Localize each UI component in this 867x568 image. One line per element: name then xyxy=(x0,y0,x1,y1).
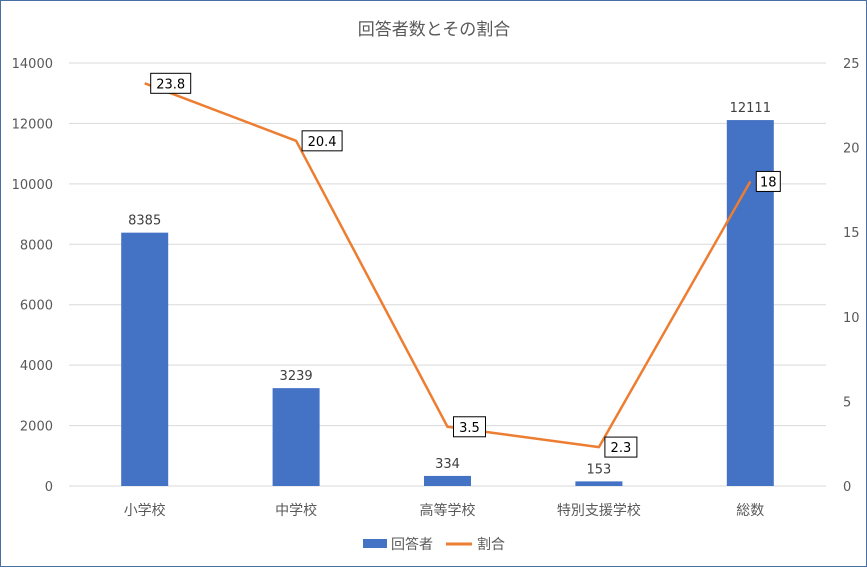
legend-label-line: 割合 xyxy=(477,536,505,553)
bar-series xyxy=(121,120,774,487)
bar-data-labels: 8385 3239 334 153 12111 xyxy=(128,101,771,477)
bar xyxy=(424,475,471,486)
chart-title: 回答者数とその割合 xyxy=(358,20,511,40)
line-value-label: 20.4 xyxy=(308,135,337,150)
right-axis-tick-label: 5 xyxy=(843,395,851,410)
legend: 回答者 割合 xyxy=(363,536,505,553)
line-path xyxy=(144,82,752,449)
x-axis-category-label: 高等学校 xyxy=(420,502,476,519)
left-axis-tick-label: 8000 xyxy=(20,238,53,253)
line-value-label-box xyxy=(301,130,343,152)
bar xyxy=(121,232,169,486)
x-axis-category-label: 小学校 xyxy=(124,502,166,519)
line-series xyxy=(144,82,752,449)
gridlines xyxy=(69,62,826,487)
bar-value-label: 153 xyxy=(586,462,611,477)
right-axis-ticks: 0 5 10 15 20 25 xyxy=(843,57,860,495)
right-axis-tick-label: 0 xyxy=(843,480,851,495)
left-axis-tick-label: 12000 xyxy=(12,117,53,132)
left-axis-tick-label: 0 xyxy=(45,480,53,495)
line-value-label-box xyxy=(453,416,486,438)
x-axis-category-label: 総数 xyxy=(736,503,764,519)
legend-swatch-bar xyxy=(363,539,387,548)
x-axis-category-label: 特別支援学校 xyxy=(557,502,641,519)
line-data-labels: 23.8 20.4 3.5 2.3 18 xyxy=(150,72,781,458)
left-axis-ticks: 0 2000 4000 6000 8000 10000 12000 14000 xyxy=(12,57,53,495)
line-value-label-box xyxy=(755,170,781,192)
right-axis-tick-label: 25 xyxy=(843,57,860,72)
right-axis-tick-label: 20 xyxy=(843,142,860,157)
right-axis-tick-label: 15 xyxy=(843,226,860,241)
bar-value-label: 3239 xyxy=(280,369,313,384)
left-axis-tick-label: 4000 xyxy=(20,359,53,374)
line-value-label-box xyxy=(604,436,638,458)
bar-value-label: 12111 xyxy=(730,101,771,116)
bar xyxy=(575,481,623,486)
line-value-label: 3.5 xyxy=(459,421,480,436)
legend-label-bar: 回答者 xyxy=(391,536,433,553)
bar-value-label: 8385 xyxy=(128,214,161,229)
left-axis-tick-label: 14000 xyxy=(12,57,53,72)
line-value-label: 2.3 xyxy=(611,441,632,456)
x-axis-category-labels: 小学校 中学校 高等学校 特別支援学校 総数 xyxy=(124,502,765,519)
left-axis-tick-label: 10000 xyxy=(12,178,53,193)
line-value-label: 23.8 xyxy=(156,77,185,92)
right-axis-tick-label: 10 xyxy=(843,311,860,326)
left-axis-tick-label: 6000 xyxy=(20,299,53,314)
bar-value-label: 334 xyxy=(435,457,460,472)
x-axis-category-label: 中学校 xyxy=(275,502,317,519)
line-value-label: 18 xyxy=(760,175,777,190)
left-axis-tick-label: 2000 xyxy=(20,420,53,435)
line-value-label-box xyxy=(150,72,192,94)
bar xyxy=(272,388,320,486)
